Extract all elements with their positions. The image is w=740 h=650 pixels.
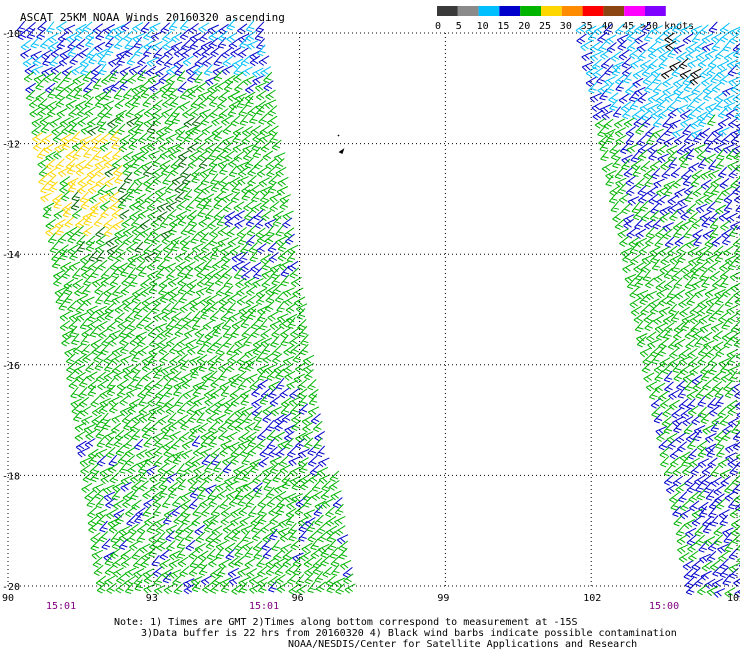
island-marker — [337, 134, 345, 155]
map-title: ASCAT 25KM NOAA Winds 20160320 ascending — [20, 11, 285, 24]
lon-tick-label: 90 — [2, 593, 14, 604]
legend-swatch — [645, 6, 666, 16]
lon-tick-label: 96 — [292, 593, 304, 604]
legend-swatch — [582, 6, 604, 16]
lat-tick-label: -18 — [2, 471, 20, 482]
note-line-2: 3)Data buffer is 22 hrs from 20160320 4)… — [141, 628, 677, 639]
legend-label: 35 — [581, 21, 593, 32]
lat-tick-label: -20 — [2, 582, 20, 593]
legend-label: 20 — [518, 21, 530, 32]
legend-swatch — [478, 6, 500, 16]
wind-barb-group — [660, 32, 702, 86]
note-line-3: NOAA/NESDIS/Center for Satellite Applica… — [288, 639, 637, 650]
note-line-1: Note: 1) Times are GMT 2)Times along bot… — [114, 617, 578, 628]
legend-label: >50 knots — [640, 21, 694, 32]
legend-swatch — [437, 6, 458, 16]
lon-tick-label: 102 — [583, 593, 601, 604]
legend-swatch — [603, 6, 625, 16]
wind-barb-group — [20, 19, 740, 139]
lat-tick-label: -12 — [2, 140, 20, 151]
lat-tick-label: -10 — [2, 29, 20, 40]
legend-swatch — [499, 6, 521, 16]
lon-tick-label: 105 — [727, 593, 740, 604]
wind-barb-group — [23, 69, 740, 598]
legend-swatch — [561, 6, 583, 16]
legend-swatch — [624, 6, 645, 16]
wind-barbs-layer — [16, 19, 740, 598]
lon-tick-label: 99 — [437, 593, 449, 604]
legend-label: 5 — [456, 21, 462, 32]
wind-barb-group — [70, 115, 209, 263]
swath-time-1: 15:01 — [46, 601, 76, 612]
lat-lon-grid — [7, 32, 738, 587]
legend-label: 10 — [477, 21, 489, 32]
legend-label: 45 — [622, 21, 634, 32]
legend-label: 0 — [435, 21, 441, 32]
lat-tick-label: -16 — [2, 361, 20, 372]
legend-swatch — [520, 6, 541, 16]
legend-label: 15 — [497, 21, 509, 32]
wind-barb-group — [16, 20, 740, 598]
legend-label: 40 — [601, 21, 613, 32]
wind-barb-group — [32, 130, 124, 238]
legend-label: 30 — [560, 21, 572, 32]
legend-swatch — [457, 6, 479, 16]
legend-swatch — [541, 6, 562, 16]
swath-time-3: 15:00 — [649, 601, 679, 612]
lat-tick-label: -14 — [2, 250, 20, 261]
legend-label: 25 — [539, 21, 551, 32]
lon-tick-label: 93 — [146, 593, 158, 604]
speed-legend: 0 5 10 15 20 25 30 35 40 45 >50 knots — [435, 6, 694, 32]
swath-time-2: 15:01 — [249, 601, 279, 612]
